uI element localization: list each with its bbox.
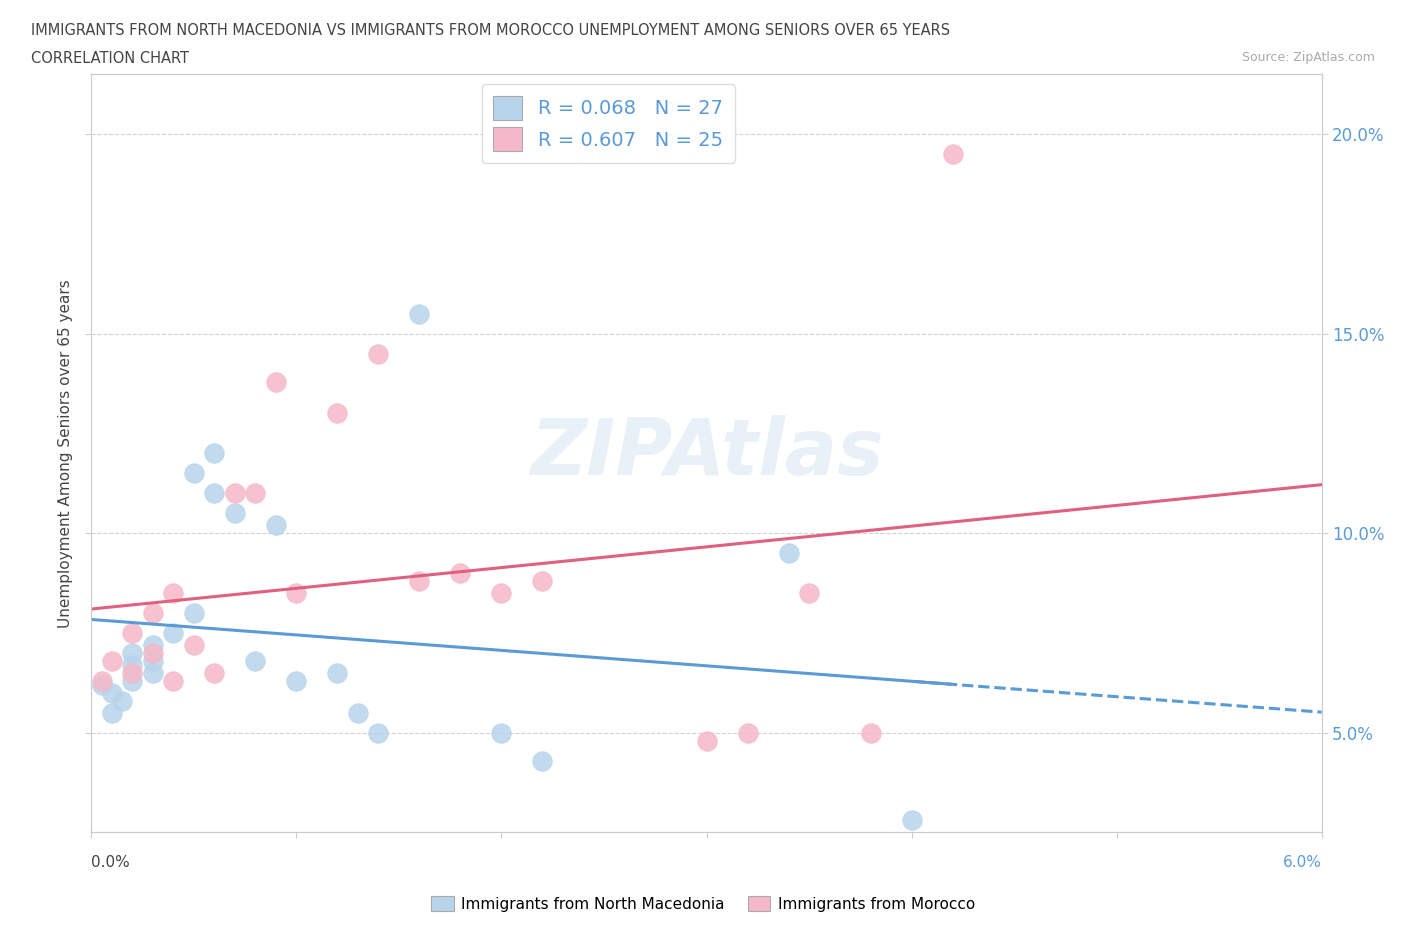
Point (142, 654, 165, 669)
Text: 6.0%: 6.0% (1282, 855, 1322, 870)
Point (224, 485, 246, 500)
Point (90, 677, 112, 692)
Point (111, 693, 134, 708)
Point (162, 626, 184, 641)
Point (162, 586, 184, 601)
Text: IMMIGRANTS FROM NORTH MACEDONIA VS IMMIGRANTS FROM MOROCCO UNEMPLOYMENT AMONG SE: IMMIGRANTS FROM NORTH MACEDONIA VS IMMIG… (31, 23, 950, 38)
Text: CORRELATION CHART: CORRELATION CHART (31, 51, 188, 66)
Point (942, 147, 965, 162)
Point (900, 813, 922, 828)
Point (285, 586, 308, 601)
Point (797, 586, 820, 601)
Point (531, 574, 554, 589)
Point (183, 605, 205, 620)
Point (408, 574, 430, 589)
Point (347, 705, 370, 720)
Point (101, 654, 124, 669)
Point (695, 733, 717, 748)
Point (101, 685, 124, 700)
Point (202, 665, 225, 680)
Text: 0.0%: 0.0% (91, 855, 131, 870)
Text: ZIPAtlas: ZIPAtlas (530, 416, 883, 491)
Point (737, 725, 759, 740)
Point (121, 645, 143, 660)
Point (121, 658, 143, 672)
Point (142, 645, 165, 660)
Point (264, 518, 287, 533)
Point (778, 546, 800, 561)
Point (264, 374, 287, 389)
Point (202, 446, 225, 461)
Point (121, 665, 143, 680)
Point (367, 725, 389, 740)
Legend: Immigrants from North Macedonia, Immigrants from Morocco: Immigrants from North Macedonia, Immigra… (425, 889, 981, 918)
Point (245, 654, 267, 669)
Legend: R = 0.068   N = 27, R = 0.607   N = 25: R = 0.068 N = 27, R = 0.607 N = 25 (481, 84, 735, 163)
Point (202, 485, 225, 500)
Point (491, 586, 513, 601)
Point (245, 485, 267, 500)
Y-axis label: Unemployment Among Seniors over 65 years: Unemployment Among Seniors over 65 years (58, 279, 73, 628)
Point (367, 346, 389, 361)
Point (142, 665, 165, 680)
Point (859, 725, 882, 740)
Point (90, 673, 112, 688)
Point (183, 466, 205, 481)
Point (531, 753, 554, 768)
Point (326, 665, 349, 680)
Point (285, 673, 308, 688)
Point (101, 705, 124, 720)
Point (121, 673, 143, 688)
Point (326, 406, 349, 421)
Point (408, 306, 430, 321)
Point (142, 637, 165, 652)
Point (449, 565, 471, 580)
Point (121, 626, 143, 641)
Point (162, 673, 184, 688)
Text: Source: ZipAtlas.com: Source: ZipAtlas.com (1241, 51, 1375, 64)
Point (224, 506, 246, 521)
Point (142, 605, 165, 620)
Point (183, 637, 205, 652)
Point (491, 725, 513, 740)
